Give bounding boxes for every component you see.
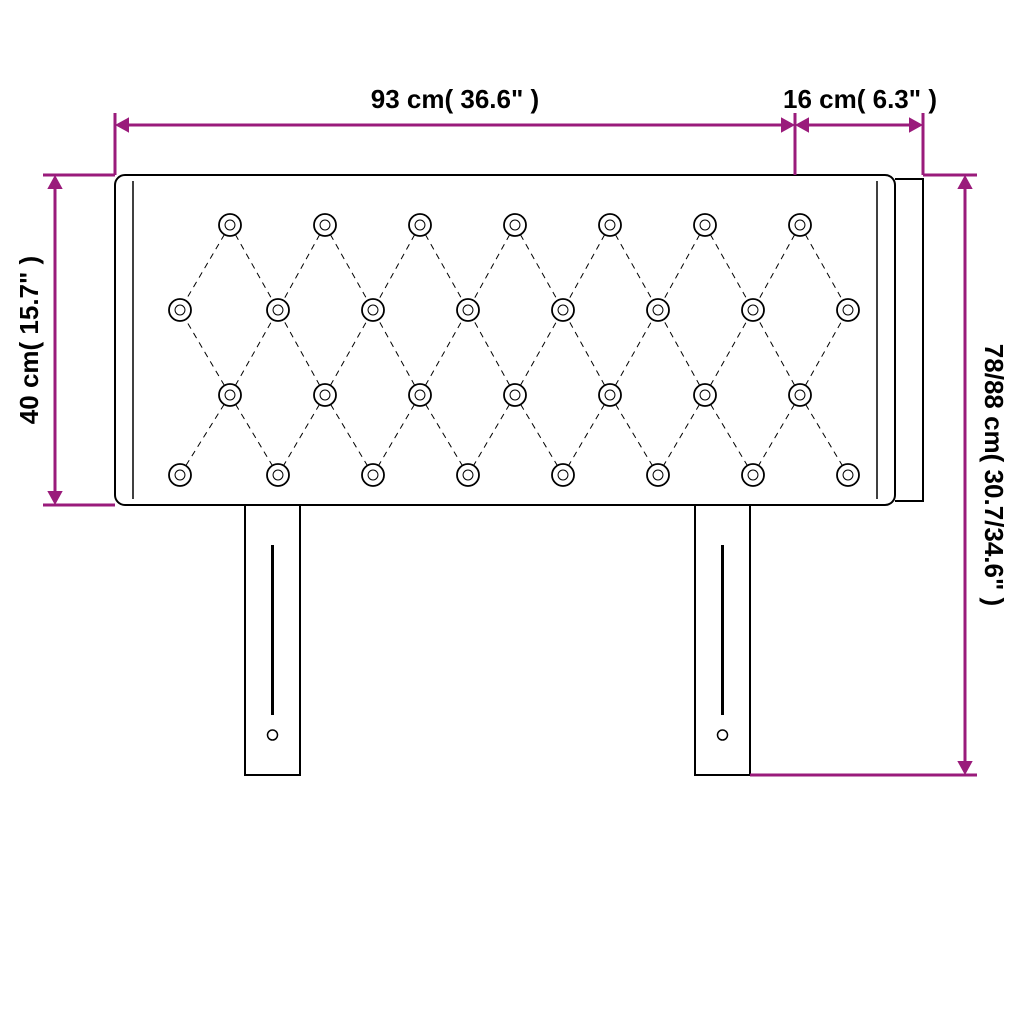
tuft-button: [314, 384, 336, 406]
tuft-button: [599, 384, 621, 406]
tuft-crease: [325, 225, 373, 310]
tuft-crease: [515, 395, 563, 475]
tuft-crease: [230, 225, 278, 310]
tuft-crease: [610, 310, 658, 395]
tuft-button: [409, 214, 431, 236]
tuft-button: [647, 464, 669, 486]
tuft-crease: [420, 225, 468, 310]
tuft-crease: [800, 225, 848, 310]
tuft-crease: [610, 395, 658, 475]
tuft-crease: [373, 310, 420, 395]
tuft-button: [789, 214, 811, 236]
tuft-button: [552, 464, 574, 486]
tuft-crease: [278, 395, 325, 475]
tuft-button: [362, 464, 384, 486]
tuft-crease: [800, 395, 848, 475]
tuft-crease: [180, 395, 230, 475]
tuft-crease: [468, 310, 515, 395]
tuft-button: [837, 299, 859, 321]
tuft-crease: [420, 395, 468, 475]
tuft-crease: [705, 225, 753, 310]
tuft-button: [267, 464, 289, 486]
dim-label-right-height: 78/88 cm( 30.7/34.6" ): [979, 344, 1009, 606]
tuft-crease: [420, 310, 468, 395]
tuft-crease: [800, 310, 848, 395]
tuft-button: [742, 299, 764, 321]
tuft-crease: [180, 225, 230, 310]
side-wing-right: [895, 179, 923, 501]
tuft-crease: [325, 310, 373, 395]
tuft-button: [219, 384, 241, 406]
tuft-button: [694, 384, 716, 406]
tuft-crease: [468, 225, 515, 310]
tuft-crease: [468, 395, 515, 475]
tuft-button: [169, 299, 191, 321]
tuft-button: [789, 384, 811, 406]
tuft-crease: [563, 225, 610, 310]
tuft-crease: [325, 395, 373, 475]
tuft-crease: [515, 225, 563, 310]
tuft-button: [647, 299, 669, 321]
tuft-button: [599, 214, 621, 236]
tuft-crease: [230, 310, 278, 395]
tuft-button: [362, 299, 384, 321]
tuft-crease: [278, 225, 325, 310]
tuft-crease: [658, 225, 705, 310]
tuft-button: [694, 214, 716, 236]
tuft-crease: [373, 395, 420, 475]
tuft-crease: [705, 310, 753, 395]
tuft-button: [504, 214, 526, 236]
tuft-crease: [180, 310, 230, 395]
headboard-leg: [245, 505, 300, 775]
dim-label-width: 93 cm( 36.6" ): [371, 84, 539, 114]
tuft-button: [457, 299, 479, 321]
tuft-button: [504, 384, 526, 406]
tuft-button: [409, 384, 431, 406]
tuft-crease: [563, 395, 610, 475]
tuft-button: [457, 464, 479, 486]
tuft-crease: [373, 225, 420, 310]
tuft-crease: [658, 310, 705, 395]
tuft-button: [742, 464, 764, 486]
tuft-button: [267, 299, 289, 321]
tuft-crease: [278, 310, 325, 395]
tuft-button: [219, 214, 241, 236]
tuft-crease: [230, 395, 278, 475]
tuft-crease: [515, 310, 563, 395]
tuft-crease: [753, 225, 800, 310]
tuft-button: [837, 464, 859, 486]
tuft-button: [169, 464, 191, 486]
tuft-crease: [753, 310, 800, 395]
tuft-button: [314, 214, 336, 236]
tuft-crease: [705, 395, 753, 475]
dim-label-left-height: 40 cm( 15.7" ): [14, 256, 44, 424]
tuft-crease: [753, 395, 800, 475]
dim-label-depth: 16 cm( 6.3" ): [783, 84, 937, 114]
tuft-crease: [563, 310, 610, 395]
tuft-crease: [610, 225, 658, 310]
tuft-button: [552, 299, 574, 321]
tuft-crease: [658, 395, 705, 475]
headboard-leg: [695, 505, 750, 775]
